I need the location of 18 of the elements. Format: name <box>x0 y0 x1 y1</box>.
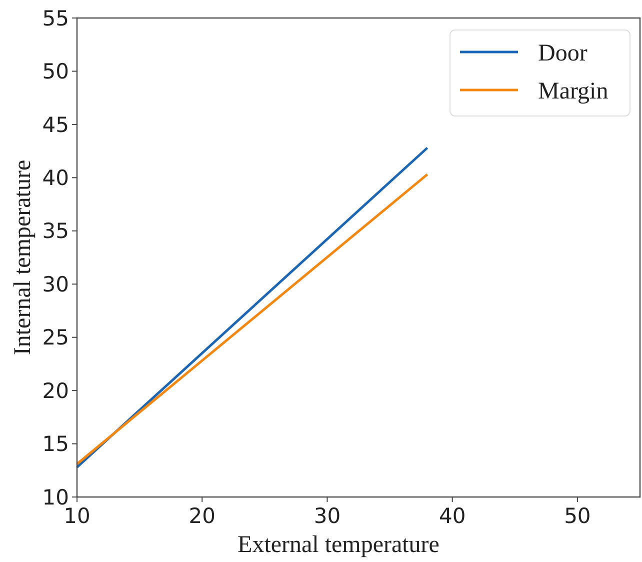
legend-label: Door <box>538 40 588 66</box>
y-tick-label: 40 <box>42 166 69 190</box>
y-tick-label: 50 <box>42 60 69 84</box>
y-tick-label: 15 <box>42 432 69 456</box>
x-tick-label: 30 <box>314 504 341 528</box>
y-tick-label: 20 <box>42 378 69 403</box>
y-tick-label: 45 <box>42 112 69 137</box>
x-tick-label: 20 <box>188 504 216 528</box>
y-axis-title: Internal temperature <box>10 160 36 356</box>
legend-label: Margin <box>538 78 608 104</box>
y-tick-label: 30 <box>42 272 69 296</box>
x-tick-label: 50 <box>564 504 591 528</box>
x-tick-label: 10 <box>64 504 90 528</box>
x-axis-title: External temperature <box>238 532 440 558</box>
y-tick-label: 35 <box>42 219 69 244</box>
y-tick-label: 25 <box>42 326 69 350</box>
y-tick-label: 55 <box>42 6 69 30</box>
x-tick-label: 40 <box>438 504 466 528</box>
